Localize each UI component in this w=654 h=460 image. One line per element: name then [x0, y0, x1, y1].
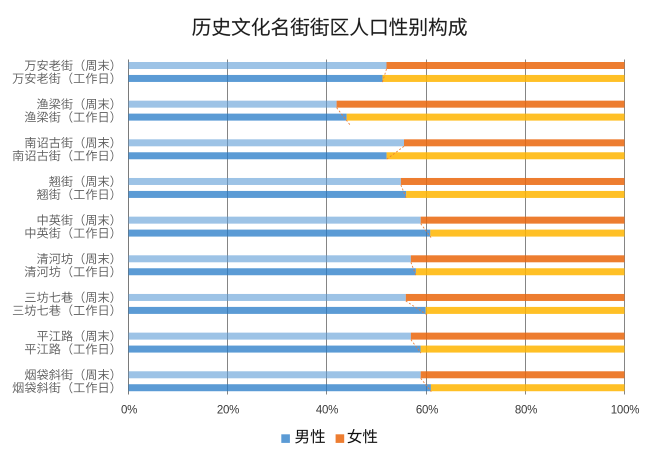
svg-text:0%: 0% — [121, 404, 137, 416]
svg-text:40%: 40% — [316, 404, 338, 416]
svg-text:100%: 100% — [611, 404, 639, 416]
svg-text:20%: 20% — [217, 404, 239, 416]
svg-text:80%: 80% — [515, 404, 537, 416]
svg-text:60%: 60% — [416, 404, 438, 416]
